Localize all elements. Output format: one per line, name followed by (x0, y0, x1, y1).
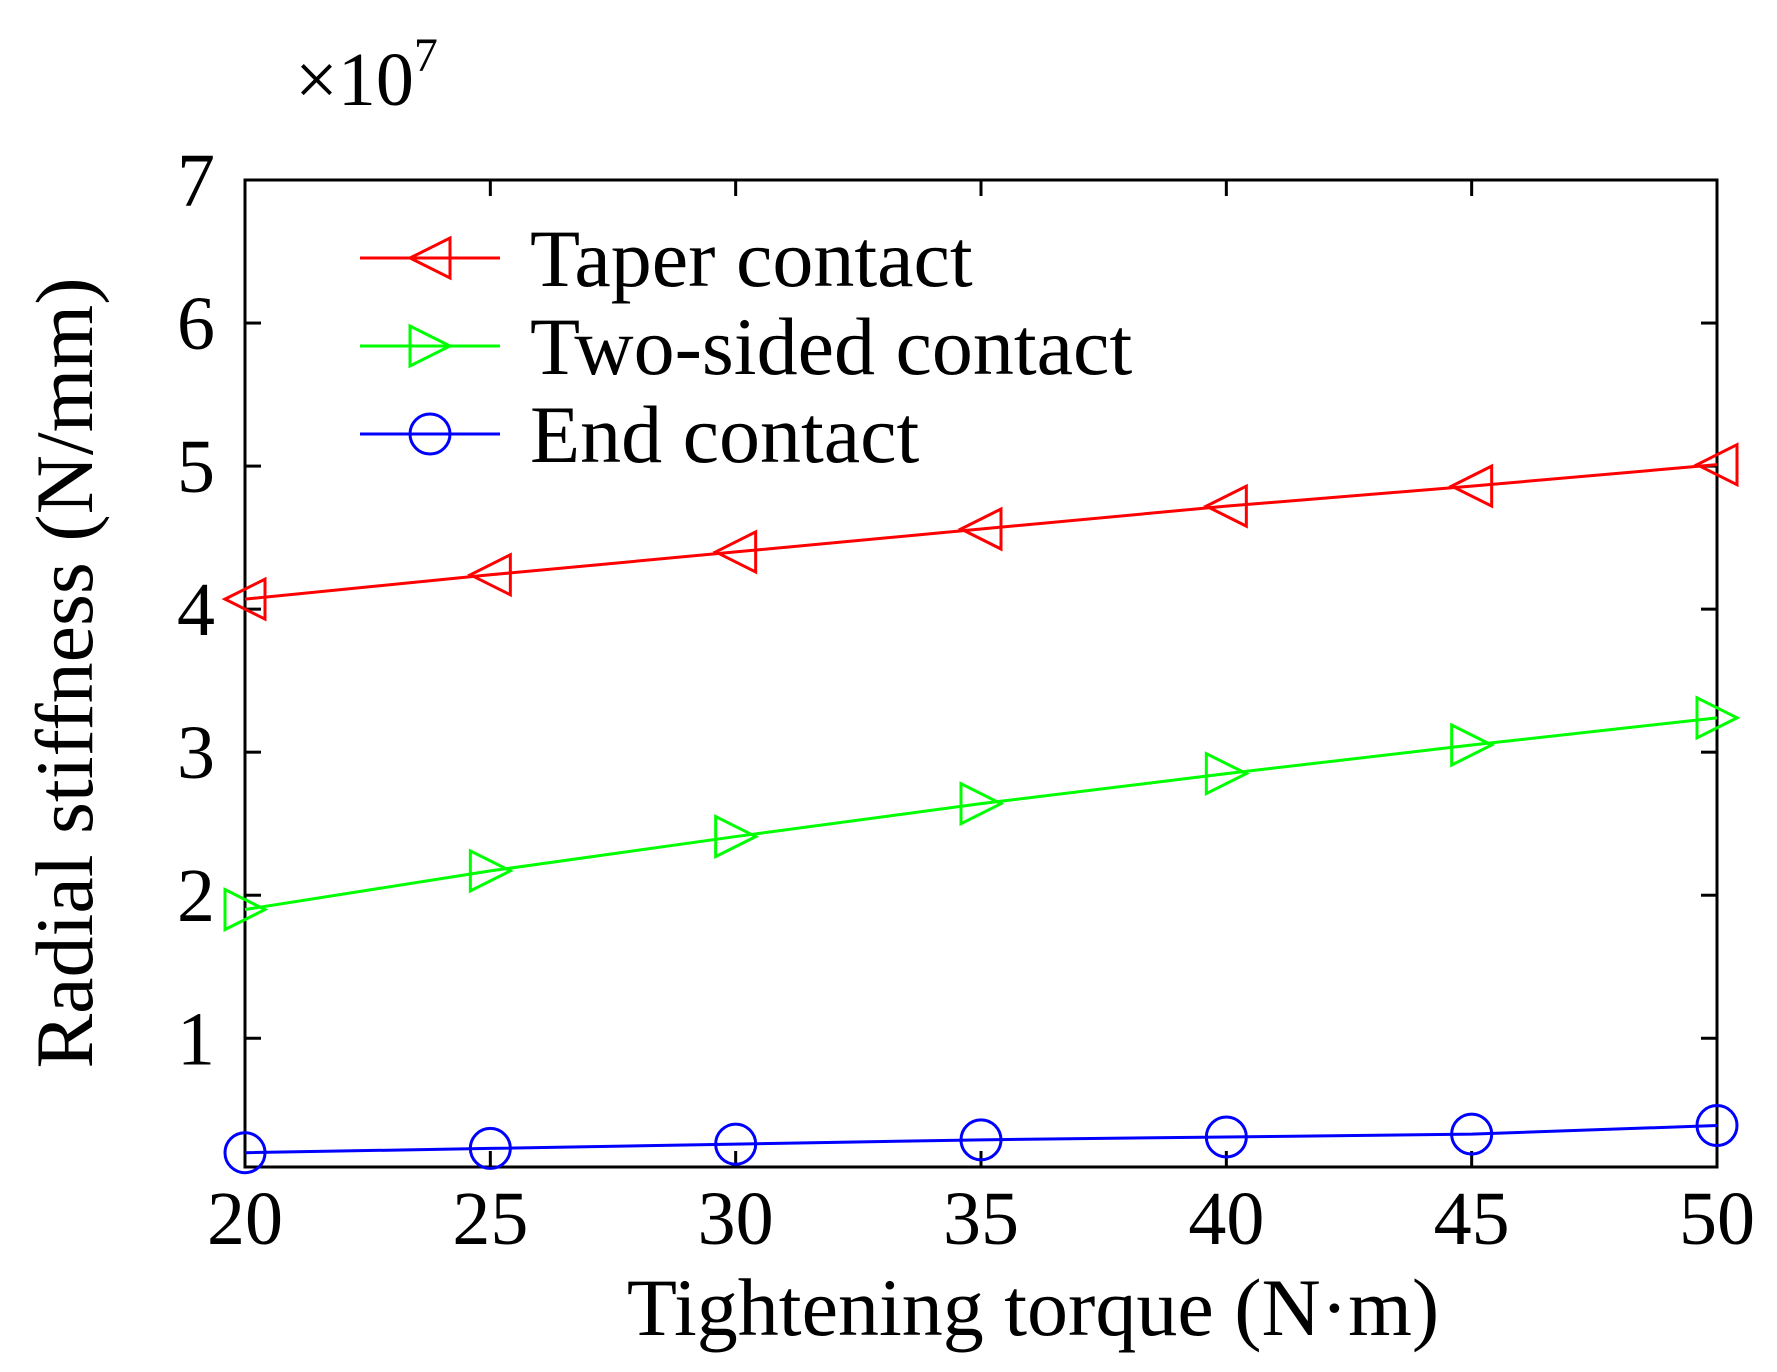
y-multiplier-label: ×107 (295, 29, 438, 122)
y-multiplier-base: ×10 (295, 38, 414, 122)
series-line-end-contact (244, 1124, 1718, 1155)
data-point-taper-contact (1202, 483, 1248, 529)
x-tick-label: 50 (1679, 1177, 1755, 1261)
data-point-taper-contact (957, 506, 1003, 552)
data-point-two-sided-contact (1204, 751, 1250, 797)
series-group (221, 442, 1741, 1175)
y-multiplier-exponent: 7 (414, 29, 438, 82)
y-tick-label: 3 (177, 711, 215, 795)
data-point-end-contact (714, 1122, 758, 1166)
series-end-contact (223, 1104, 1739, 1175)
legend-marker-two-sided-contact (408, 323, 454, 369)
legend-item-two-sided-contact: Two-sided contact (360, 301, 1132, 392)
data-point-two-sided-contact (1695, 695, 1741, 741)
series-line-two-sided-contact (244, 716, 1718, 912)
data-point-end-contact (1204, 1115, 1248, 1159)
data-point-two-sided-contact (223, 887, 269, 932)
series-two-sided-contact (223, 695, 1741, 932)
legend-item-end-contact: End contact (360, 389, 920, 480)
y-tick-label: 5 (177, 425, 215, 509)
x-tick-label: 25 (452, 1177, 528, 1261)
legend-item-taper-contact: Taper contact (360, 213, 973, 304)
y-tick-label: 4 (177, 568, 215, 652)
data-point-taper-contact (712, 529, 758, 575)
data-point-end-contact (223, 1131, 267, 1175)
y-axis-title: Radial stiffness (N/mm) (19, 277, 110, 1068)
data-point-taper-contact (221, 576, 267, 622)
y-tick-label: 6 (177, 282, 215, 366)
series-line-taper-contact (244, 463, 1718, 601)
x-tick-label: 35 (943, 1177, 1019, 1261)
data-point-end-contact (1695, 1104, 1739, 1148)
y-multiplier: ×107 (295, 29, 438, 122)
y-tick-label: 2 (177, 854, 215, 938)
legend-label-two-sided-contact: Two-sided contact (530, 301, 1132, 392)
x-tick-label: 20 (207, 1177, 283, 1261)
y-tick-label: 1 (177, 997, 215, 1081)
x-tick-label: 40 (1188, 1177, 1264, 1261)
legend-marker-end-contact (408, 412, 452, 456)
y-tick-label: 7 (177, 139, 215, 223)
legend-label-end-contact: End contact (530, 389, 920, 480)
x-axis-title: Tightening torque (N·m) (627, 1262, 1439, 1353)
legend-marker-taper-contact (406, 235, 452, 281)
data-point-end-contact (468, 1126, 512, 1170)
data-point-two-sided-contact (959, 781, 1005, 827)
legend-label-taper-contact: Taper contact (530, 213, 973, 304)
series-taper-contact (221, 442, 1739, 622)
data-point-two-sided-contact (468, 848, 514, 894)
data-point-two-sided-contact (1450, 722, 1496, 768)
data-point-taper-contact (1693, 442, 1739, 488)
data-point-end-contact (959, 1118, 1003, 1162)
data-point-end-contact (1450, 1112, 1494, 1156)
data-point-taper-contact (1448, 463, 1494, 509)
data-point-taper-contact (466, 552, 512, 598)
x-tick-label: 45 (1434, 1177, 1510, 1261)
x-tick-label: 30 (698, 1177, 774, 1261)
data-point-two-sided-contact (714, 814, 760, 859)
